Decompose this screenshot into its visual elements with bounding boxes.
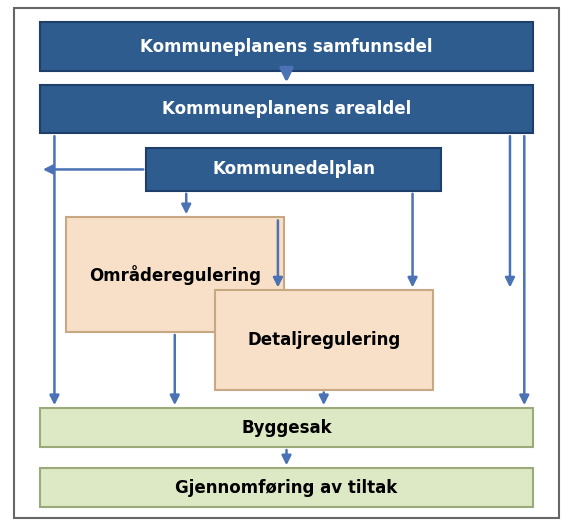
Text: Byggesak: Byggesak [241,418,332,437]
Text: Områderegulering: Områderegulering [89,265,261,285]
Text: Kommuneplanens arealdel: Kommuneplanens arealdel [162,100,411,118]
FancyBboxPatch shape [40,408,533,447]
Text: Kommunedelplan: Kommunedelplan [212,161,375,178]
FancyBboxPatch shape [40,468,533,507]
Text: Kommuneplanens samfunnsdel: Kommuneplanens samfunnsdel [140,38,433,55]
FancyBboxPatch shape [146,148,441,191]
FancyBboxPatch shape [40,22,533,71]
FancyBboxPatch shape [66,217,284,332]
FancyBboxPatch shape [215,290,433,390]
FancyBboxPatch shape [40,85,533,133]
Text: Gjennomføring av tiltak: Gjennomføring av tiltak [175,479,398,497]
Text: Detaljregulering: Detaljregulering [247,331,401,349]
